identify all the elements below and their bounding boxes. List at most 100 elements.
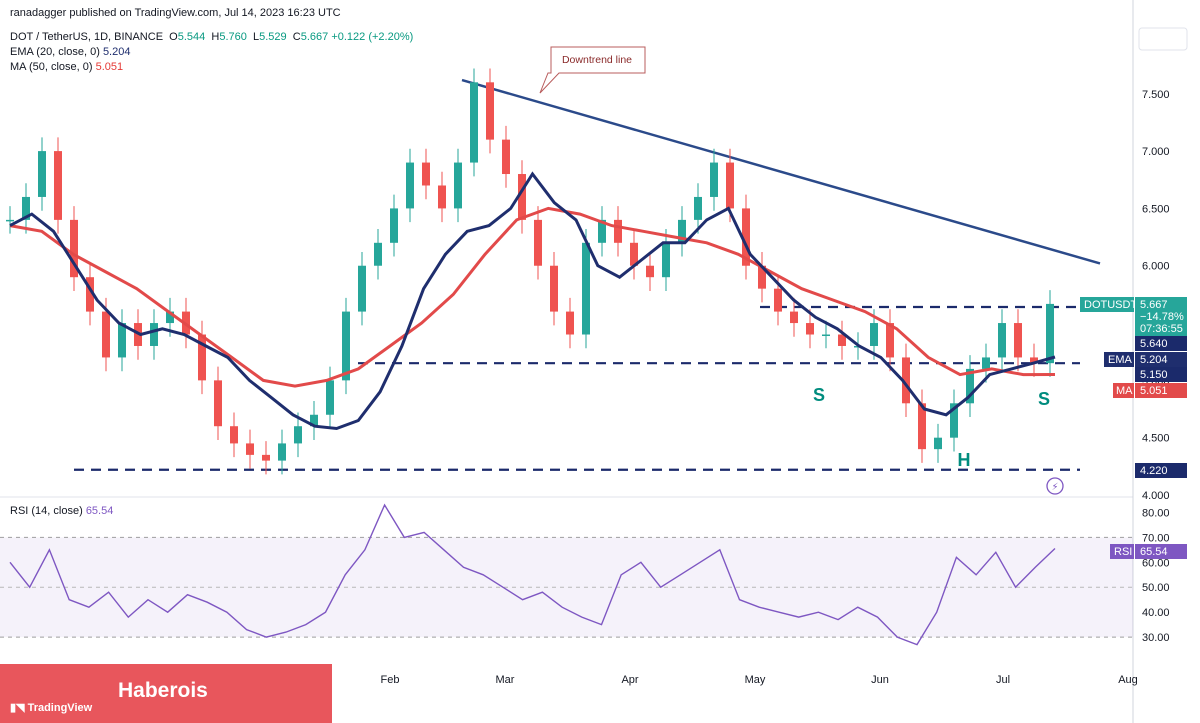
ema-value-label: 5.204 — [1140, 354, 1168, 366]
candle — [422, 162, 430, 186]
candle — [150, 323, 158, 346]
candle — [86, 277, 94, 312]
close-label: C — [292, 31, 301, 43]
candle — [646, 265, 654, 278]
tradingview-logo[interactable]: ▮◥ TradingView — [10, 702, 93, 714]
candle — [342, 311, 350, 381]
level-5150-tag — [1135, 367, 1187, 382]
level-5640-tag — [1135, 336, 1187, 351]
scale-button — [1138, 27, 1188, 51]
candle — [70, 219, 78, 278]
rsi-tick-label: 60.00 — [1142, 557, 1170, 569]
ma-value: 5.051 — [95, 61, 124, 73]
ma-legend[interactable]: MA (50, close, 0) 5.051 — [10, 61, 123, 73]
candle — [822, 334, 830, 337]
ema-20-line — [9, 171, 1056, 431]
candle — [742, 208, 750, 266]
left-shoulder-label: S — [813, 385, 825, 405]
ema-legend[interactable]: EMA (20, close, 0) 5.204 — [10, 46, 130, 58]
open-value: 5.544 — [177, 31, 206, 43]
ema-value-tag — [1135, 352, 1187, 367]
candle — [6, 219, 14, 222]
rsi-label: RSI (14, close) — [10, 505, 83, 517]
candle — [950, 403, 958, 438]
price-tick-label: 6.000 — [1142, 261, 1170, 273]
candle — [870, 323, 878, 346]
brand-name: Haberois — [118, 679, 208, 702]
ma-tag-label: MA — [1116, 385, 1133, 397]
level-5640-label: 5.640 — [1140, 338, 1168, 350]
candle — [918, 403, 926, 450]
time-tick-label: May — [745, 674, 766, 686]
candle — [630, 242, 638, 266]
rsi-tick-label: 50.00 — [1142, 582, 1170, 594]
rsi-legend[interactable]: RSI (14, close) 65.54 — [10, 505, 113, 517]
candle — [278, 443, 286, 461]
candle — [886, 323, 894, 358]
candle — [550, 265, 558, 312]
candle — [438, 185, 446, 209]
rsi-tick-label: 80.00 — [1142, 507, 1170, 519]
level-4220-label: 4.220 — [1140, 465, 1168, 477]
candle — [710, 162, 718, 197]
price-tick-label: 7.500 — [1142, 89, 1170, 101]
candle — [22, 196, 30, 220]
ma-tag — [1113, 383, 1134, 398]
current-price-tag — [1135, 297, 1187, 337]
candle — [806, 323, 814, 335]
candle — [54, 151, 62, 220]
candle — [310, 414, 318, 427]
rsi-tag — [1110, 544, 1134, 559]
candle — [614, 219, 622, 243]
candle — [118, 323, 126, 358]
rsi-tag-label: RSI — [1114, 546, 1132, 558]
ema-tag — [1104, 352, 1134, 367]
symbol-text: DOT / TetherUS, 1D, BINANCE — [10, 31, 164, 43]
candle — [326, 380, 334, 415]
high-label: H — [211, 31, 220, 43]
candle — [230, 426, 238, 444]
ema-tag-label: EMA — [1108, 354, 1133, 366]
candle — [774, 288, 782, 312]
flash-glyph: ⚡ — [1051, 482, 1058, 493]
candle — [486, 82, 494, 140]
change-value: +0.122 (+2.20%) — [331, 31, 414, 43]
ma-value-tag — [1135, 383, 1187, 398]
price-tick-label: 4.500 — [1142, 433, 1170, 445]
candle — [262, 454, 270, 461]
downtrend-line — [461, 78, 1101, 265]
candle — [694, 196, 702, 220]
price-tick-label: 4.000 — [1142, 490, 1170, 502]
candle — [902, 357, 910, 404]
low-value: 5.529 — [259, 31, 287, 43]
brand-banner — [0, 664, 332, 723]
rsi-line — [9, 503, 1056, 646]
candle — [838, 334, 846, 346]
tradingview-text: TradingView — [27, 702, 93, 714]
candle — [38, 151, 46, 197]
candle — [294, 426, 302, 444]
rsi-value-tag — [1135, 544, 1187, 559]
rsi-tick-label: 30.00 — [1142, 632, 1170, 644]
ma-label: MA (50, close, 0) — [10, 61, 93, 73]
candle — [358, 265, 366, 312]
downtrend-callout — [539, 46, 646, 94]
ema-label: EMA (20, close, 0) — [10, 46, 100, 58]
right-shoulder-label: S — [1038, 389, 1050, 409]
rsi-tick-label: 70.00 — [1142, 532, 1170, 544]
symbol-line: DOT / TetherUS, 1D, BINANCE O5.544 H5.76… — [10, 31, 413, 43]
time-tick-label: Apr — [621, 674, 638, 686]
current-price-label: 5.667 — [1140, 299, 1168, 311]
candle — [758, 265, 766, 289]
candle — [982, 357, 990, 369]
publish-text: ranadagger published on TradingView.com,… — [10, 7, 341, 19]
candle — [502, 139, 510, 175]
flash-icon — [1046, 477, 1064, 495]
candle — [454, 162, 462, 209]
candle — [470, 82, 478, 163]
head-label: H — [958, 450, 971, 470]
candle — [934, 437, 942, 450]
time-tick-label: Aug — [1118, 674, 1138, 686]
ma-value-label: 5.051 — [1140, 385, 1168, 397]
